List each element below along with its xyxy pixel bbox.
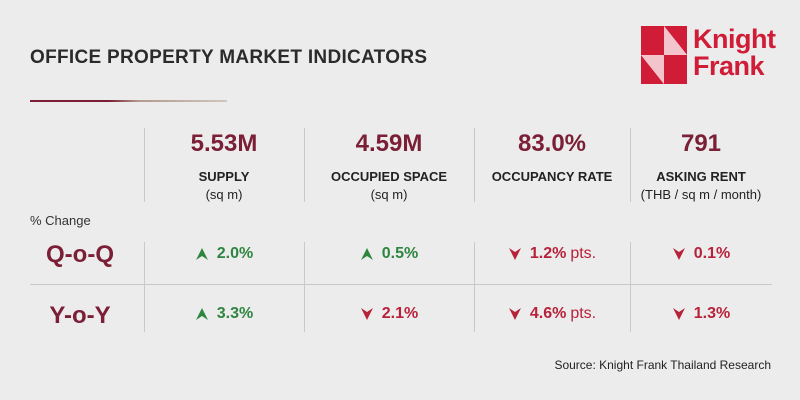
arrow-up-icon xyxy=(195,248,208,260)
logo-mark-icon xyxy=(641,26,687,84)
column-divider xyxy=(474,128,475,202)
change-value: 2.0% xyxy=(216,245,254,262)
arrow-up-icon xyxy=(360,248,373,260)
arrow-down-icon xyxy=(672,308,685,320)
change-value: 0.5% xyxy=(381,245,419,262)
change-value: 0.1% xyxy=(693,245,731,262)
change-value: 1.3% xyxy=(693,305,731,322)
change-value: 1.2% xyxy=(529,245,567,262)
column-divider xyxy=(304,242,305,332)
arrow-down-icon xyxy=(360,308,373,320)
logo-text-line1: Knight xyxy=(693,24,776,54)
column-divider xyxy=(304,128,305,202)
change-suffix: pts. xyxy=(570,305,597,322)
change-cell: 0.5% xyxy=(304,244,474,264)
logo-text-line2: Frank xyxy=(693,51,765,81)
indicator-unit: (sq m) xyxy=(205,187,243,202)
change-cell: 2.0% xyxy=(144,244,304,264)
page-title: OFFICE PROPERTY MARKET INDICATORS xyxy=(30,47,428,68)
indicator-label: OCCUPANCY RATE xyxy=(491,169,613,184)
change-cell: 1.2% pts. xyxy=(474,244,630,264)
logo-wordmark: Knight Frank xyxy=(693,24,776,81)
indicator-asking-rent: 791 ASKING RENT (THB / sq m / month) xyxy=(630,128,772,202)
arrow-down-icon xyxy=(508,308,521,320)
row-label-qoq: Q-o-Q xyxy=(46,241,114,268)
indicator-value: 791 xyxy=(680,130,722,157)
arrow-down-icon xyxy=(508,248,521,260)
arrow-down-icon xyxy=(672,248,685,260)
indicator-value: 5.53M xyxy=(190,130,258,157)
title-underline xyxy=(30,100,227,102)
indicator-label: ASKING RENT xyxy=(656,169,746,184)
change-cell: 1.3% xyxy=(630,304,772,324)
indicator-unit: (THB / sq m / month) xyxy=(640,187,762,202)
change-cell: 0.1% xyxy=(630,244,772,264)
change-cell: 2.1% xyxy=(304,304,474,324)
row-label-yoy: Y-o-Y xyxy=(49,302,111,329)
indicator-label: OCCUPIED SPACE xyxy=(330,169,448,184)
change-cell: 4.6% pts. xyxy=(474,304,630,324)
indicator-unit: (sq m) xyxy=(370,187,408,202)
indicator-occupied-space: 4.59M OCCUPIED SPACE (sq m) xyxy=(304,128,474,202)
indicator-supply: 5.53M SUPPLY (sq m) xyxy=(144,128,304,202)
indicator-value: 4.59M xyxy=(355,130,423,157)
indicator-value: 83.0% xyxy=(517,130,587,157)
indicator-occupancy-rate: 83.0% OCCUPANCY RATE xyxy=(474,128,630,202)
change-value: 4.6% xyxy=(529,305,567,322)
indicator-label: SUPPLY xyxy=(198,169,250,184)
arrow-up-icon xyxy=(195,308,208,320)
knight-frank-logo: Knight Frank xyxy=(641,24,776,88)
row-divider xyxy=(30,284,772,285)
source-note: Source: Knight Frank Thailand Research xyxy=(554,358,771,372)
change-cell: 3.3% xyxy=(144,304,304,324)
column-divider xyxy=(474,242,475,332)
column-divider xyxy=(630,128,631,202)
change-value: 3.3% xyxy=(216,305,254,322)
change-value: 2.1% xyxy=(381,305,419,322)
column-divider xyxy=(144,128,145,202)
percent-change-label: % Change xyxy=(30,213,91,228)
column-divider xyxy=(144,242,145,332)
column-divider xyxy=(630,242,631,332)
change-suffix: pts. xyxy=(570,245,597,262)
